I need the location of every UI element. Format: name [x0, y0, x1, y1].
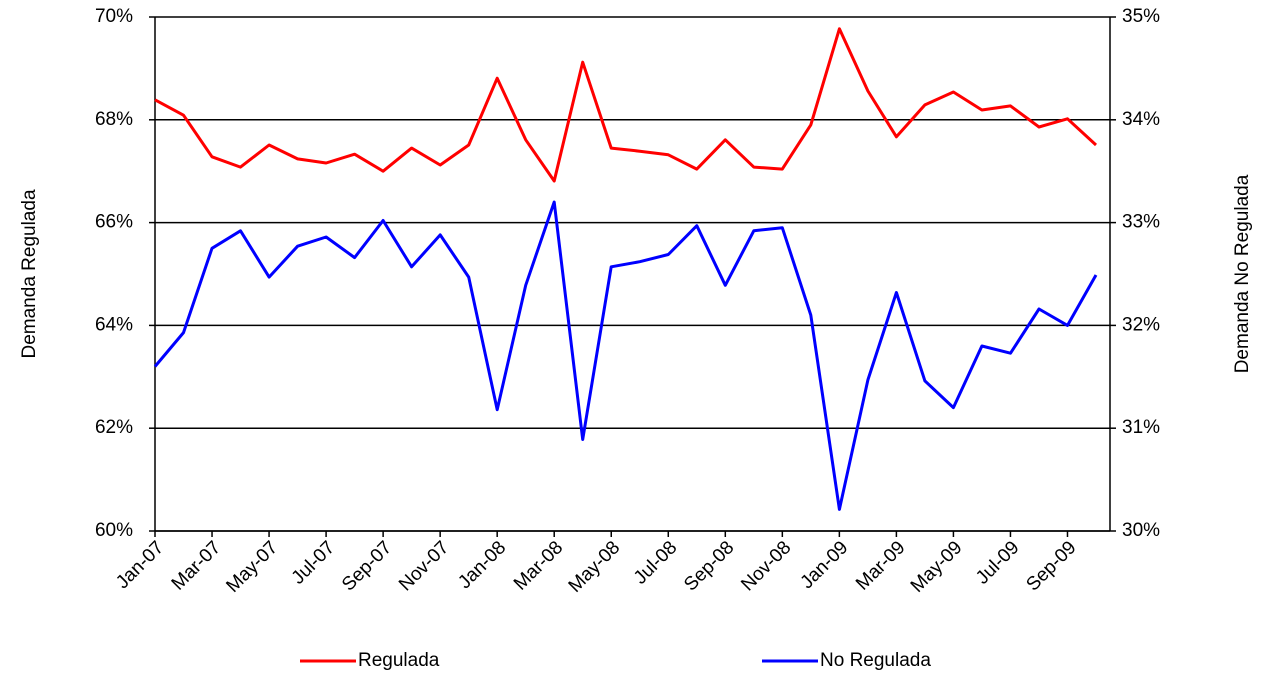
- y2-tick-label: 34%: [1122, 109, 1160, 130]
- x-tick-label: Jan-07: [112, 537, 168, 593]
- x-tick-label: Jul-07: [288, 537, 339, 588]
- y-tick-label: 60%: [95, 520, 133, 541]
- y2-tick-label: 33%: [1122, 212, 1160, 233]
- x-tick-label: May-09: [907, 537, 967, 597]
- x-tick-label: May-08: [565, 537, 625, 597]
- y2-tick-label: 30%: [1122, 520, 1160, 541]
- x-tick-label: Mar-09: [852, 537, 909, 594]
- x-tick-label: Sep-07: [338, 537, 396, 595]
- x-tick-label: Nov-07: [395, 537, 453, 595]
- x-tick-label: Mar-07: [168, 537, 225, 594]
- y2-tick-label: 32%: [1122, 314, 1160, 335]
- x-tick-label: Sep-08: [680, 537, 738, 595]
- series-line: [154, 27, 1098, 183]
- y-tick-label: 68%: [95, 109, 133, 130]
- x-tick-label: Jul-08: [630, 537, 681, 588]
- y-tick-label: 64%: [95, 314, 133, 335]
- x-tick-label: Nov-08: [737, 537, 795, 595]
- y-axis-title: Demanda Regulada: [19, 189, 40, 358]
- y2-axis-title: Demanda No Regulada: [1232, 174, 1253, 373]
- x-tick-label: Jul-09: [972, 537, 1023, 588]
- x-tick-label: Jan-08: [454, 537, 510, 593]
- y2-tick-label: 35%: [1122, 6, 1160, 27]
- y-tick-label: 66%: [95, 212, 133, 233]
- legend-label: Regulada: [358, 650, 440, 671]
- legend-label: No Regulada: [820, 650, 931, 671]
- series-line: [153, 200, 1098, 511]
- x-tick-label: Sep-09: [1022, 537, 1080, 595]
- x-tick-label: Jan-09: [797, 537, 853, 593]
- y-tick-label: 62%: [95, 417, 133, 438]
- y-tick-label: 70%: [95, 6, 133, 27]
- y2-tick-label: 31%: [1122, 417, 1160, 438]
- x-tick-label: Mar-08: [510, 537, 567, 594]
- x-tick-label: May-07: [222, 537, 282, 597]
